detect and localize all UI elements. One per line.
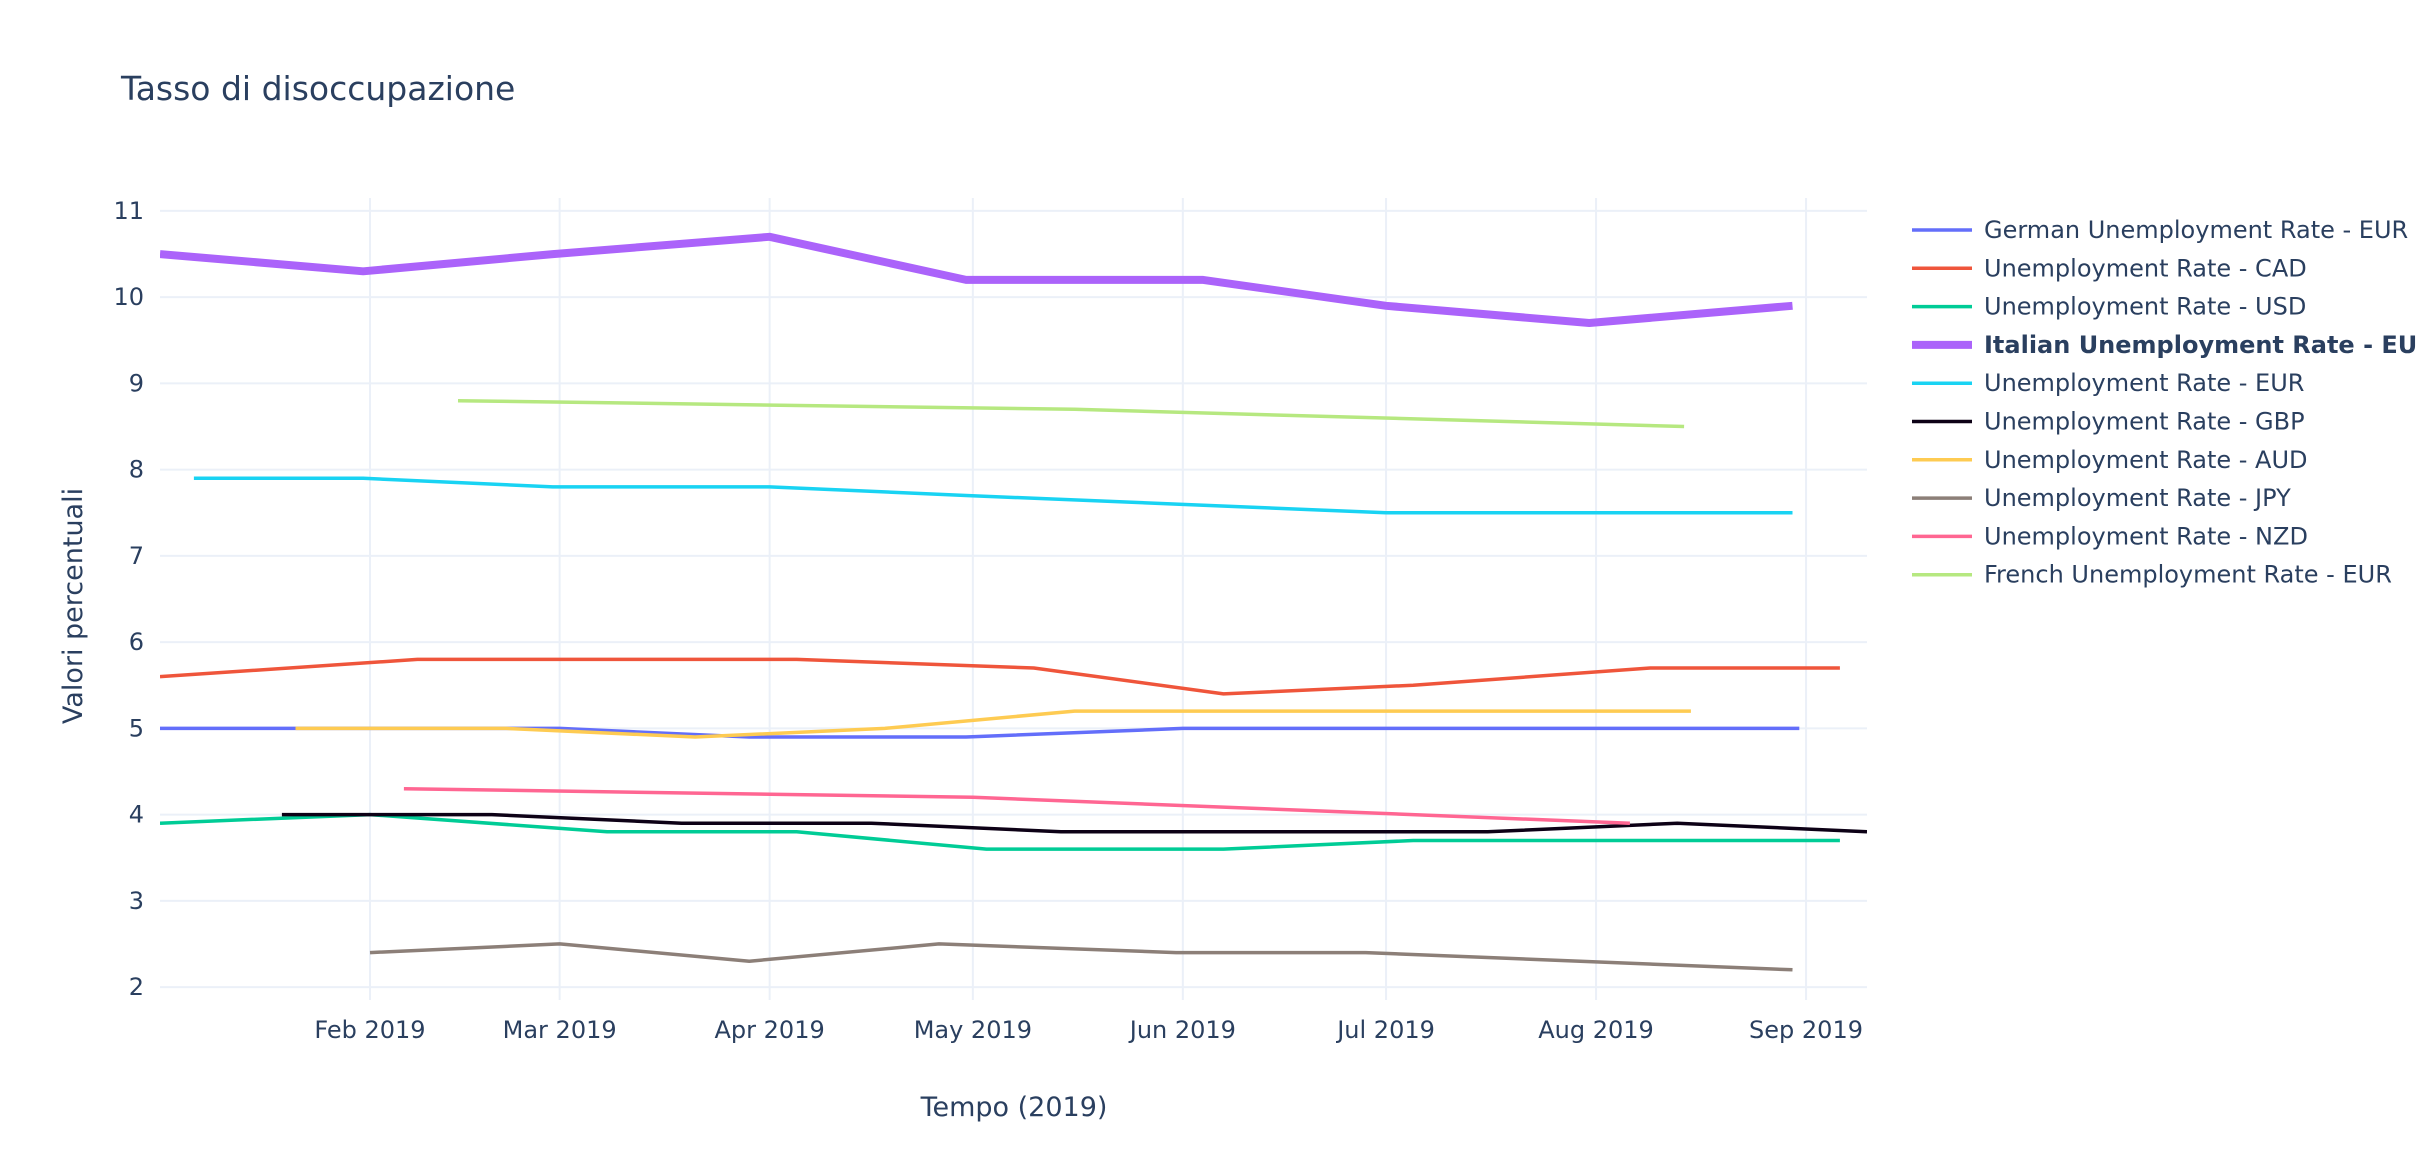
y-axis-title: Valori percentuali <box>58 488 89 724</box>
series-line-7 <box>295 709 1691 739</box>
plot-area <box>160 232 1867 972</box>
x-tick-label: Apr 2019 <box>715 1016 825 1044</box>
legend-entry-7[interactable]: Unemployment Rate - AUD <box>1984 446 2308 474</box>
y-tick-label: 8 <box>129 456 144 484</box>
x-tick-label: Mar 2019 <box>503 1016 617 1044</box>
series-line-10 <box>457 398 1685 429</box>
y-tick-label: 4 <box>129 801 144 829</box>
grid <box>160 198 1867 1000</box>
y-tick-label: 3 <box>129 887 144 915</box>
series-line-3 <box>160 812 1840 851</box>
legend-entry-8[interactable]: Unemployment Rate - JPY <box>1984 484 2291 512</box>
series-line-6 <box>281 812 1867 834</box>
x-tick-label: Feb 2019 <box>314 1016 425 1044</box>
series-line-5 <box>193 476 1793 515</box>
y-tick-label: 11 <box>113 197 144 225</box>
chart-title: Tasso di disoccupazione <box>120 69 515 108</box>
y-tick-label: 10 <box>113 283 144 311</box>
legend-entry-2[interactable]: Unemployment Rate - CAD <box>1984 254 2307 282</box>
y-tick-label: 9 <box>129 369 144 397</box>
series-line-9 <box>403 786 1630 825</box>
x-tick-label: May 2019 <box>914 1016 1032 1044</box>
legend-entry-3[interactable]: Unemployment Rate - USD <box>1984 293 2306 321</box>
series-line-4 <box>160 232 1793 327</box>
y-tick-label: 7 <box>129 542 144 570</box>
legend-entry-6[interactable]: Unemployment Rate - GBP <box>1984 408 2305 436</box>
y-tick-label: 5 <box>129 714 144 742</box>
legend-entry-5[interactable]: Unemployment Rate - EUR <box>1984 369 2304 397</box>
x-tick-label: Jun 2019 <box>1128 1016 1236 1044</box>
x-tick-label: Sep 2019 <box>1749 1016 1863 1044</box>
y-tick-label: 2 <box>129 973 144 1001</box>
legend: German Unemployment Rate - EUR Unemployme… <box>1912 216 2417 589</box>
legend-entry-1[interactable]: German Unemployment Rate - EUR <box>1984 216 2408 244</box>
x-axis-ticks: Feb 2019 Mar 2019 Apr 2019 May 2019 Jun 2019… <box>314 1016 1863 1044</box>
x-tick-label: Jul 2019 <box>1335 1016 1435 1044</box>
legend-entry-10[interactable]: French Unemployment Rate - EUR <box>1984 561 2392 589</box>
y-axis-ticks: 2 3 4 5 6 7 8 9 10 11 <box>113 197 144 1001</box>
series-line-2 <box>160 657 1840 696</box>
x-axis-title: Tempo (2019) <box>920 1092 1108 1123</box>
legend-entry-9[interactable]: Unemployment Rate - NZD <box>1984 522 2308 550</box>
legend-entry-4[interactable]: Italian Unemployment Rate - EUR <box>1984 331 2417 359</box>
y-tick-label: 6 <box>129 628 144 656</box>
x-tick-label: Aug 2019 <box>1538 1016 1654 1044</box>
series-line-8 <box>369 942 1793 972</box>
